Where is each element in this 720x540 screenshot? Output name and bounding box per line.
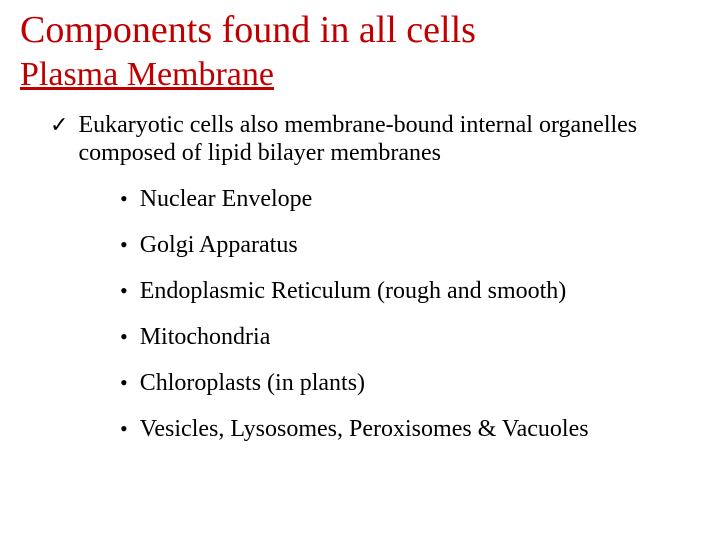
bullet-list: • Nuclear Envelope • Golgi Apparatus • E… [120,185,700,443]
bullet-text: Endoplasmic Reticulum (rough and smooth) [140,277,567,305]
slide-title: Components found in all cells [20,10,700,52]
bullet-icon: • [120,415,128,443]
slide-subtitle: Plasma Membrane [20,56,700,93]
bullet-text: Mitochondria [140,323,271,351]
bullet-icon: • [120,369,128,397]
bullet-item: • Golgi Apparatus [120,231,700,259]
bullet-item: • Chloroplasts (in plants) [120,369,700,397]
bullet-icon: • [120,323,128,351]
bullet-item: • Mitochondria [120,323,700,351]
slide-container: Components found in all cells Plasma Mem… [0,0,720,540]
bullet-icon: • [120,231,128,259]
bullet-item: • Nuclear Envelope [120,185,700,213]
bullet-item: • Endoplasmic Reticulum (rough and smoot… [120,277,700,305]
bullet-text: Vesicles, Lysosomes, Peroxisomes & Vacuo… [140,415,589,443]
checkmark-item: ✓ Eukaryotic cells also membrane-bound i… [50,111,700,167]
bullet-text: Chloroplasts (in plants) [140,369,365,397]
bullet-text: Golgi Apparatus [140,231,298,259]
bullet-icon: • [120,277,128,305]
check-icon: ✓ [50,111,68,139]
check-text: Eukaryotic cells also membrane-bound int… [78,111,638,167]
bullet-icon: • [120,185,128,213]
bullet-text: Nuclear Envelope [140,185,313,213]
bullet-item: • Vesicles, Lysosomes, Peroxisomes & Vac… [120,415,700,443]
